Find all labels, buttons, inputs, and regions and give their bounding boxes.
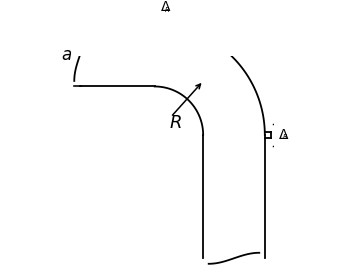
- Text: $a$: $a$: [62, 47, 73, 64]
- Text: $_{R}$: $_{R}$: [164, 5, 171, 15]
- Text: $R$: $R$: [169, 114, 182, 132]
- Text: $\Delta$: $\Delta$: [160, 0, 171, 14]
- Text: $_{R}$: $_{R}$: [282, 132, 288, 142]
- Text: $\Delta$: $\Delta$: [277, 128, 289, 142]
